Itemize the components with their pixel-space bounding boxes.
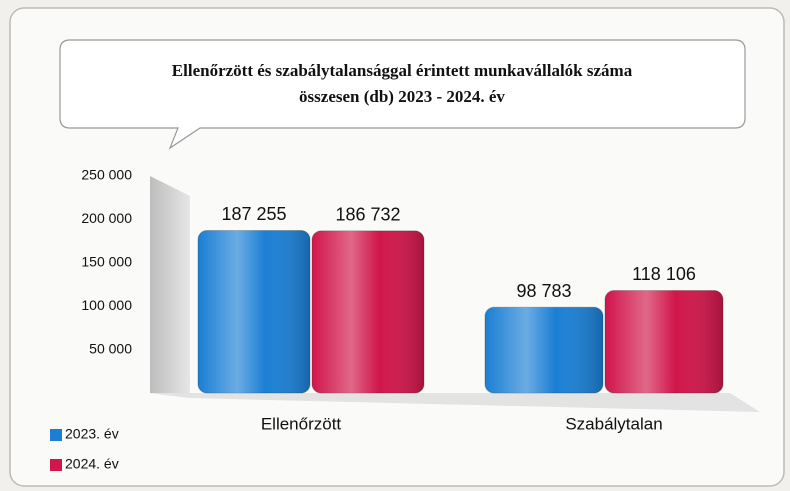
- legend-swatch: [50, 429, 62, 441]
- bar: [604, 289, 724, 394]
- value-label: 186 732: [335, 205, 400, 225]
- legend-label: 2023. év: [65, 426, 119, 442]
- bar: [484, 306, 604, 394]
- x-tick-label: Szabálytalan: [565, 414, 662, 433]
- y-tick-label: 250 000: [81, 167, 132, 183]
- floor: [150, 393, 760, 412]
- legend-swatch: [50, 459, 62, 471]
- y-tick-label: 50 000: [89, 340, 132, 356]
- chart-title: Ellenőrzött és szabálytalansággal érinte…: [172, 61, 633, 80]
- legend-label: 2024. év: [65, 456, 119, 472]
- title-bubble: [59, 39, 746, 150]
- y-tick-label: 100 000: [81, 297, 132, 313]
- value-label: 118 106: [632, 264, 696, 284]
- value-label: 98 783: [516, 281, 571, 301]
- bar: [197, 229, 311, 394]
- y-tick-label: 150 000: [81, 254, 132, 270]
- side-wall: [150, 176, 190, 398]
- bar: [311, 230, 425, 394]
- value-label: 187 255: [221, 204, 286, 224]
- y-tick-label: 200 000: [81, 210, 132, 226]
- x-tick-label: Ellenőrzött: [261, 414, 342, 433]
- chart-title: összesen (db) 2023 - 2024. év: [299, 87, 505, 106]
